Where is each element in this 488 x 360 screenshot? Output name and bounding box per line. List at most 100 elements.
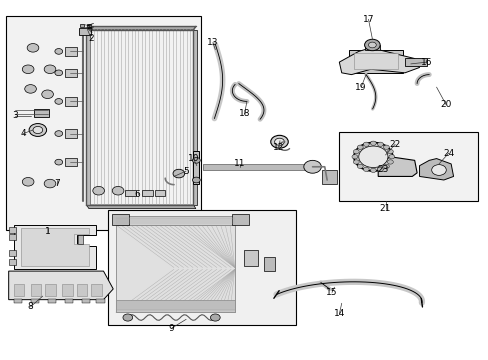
Circle shape xyxy=(377,142,383,147)
Circle shape xyxy=(363,142,368,147)
Circle shape xyxy=(55,70,62,76)
Text: 13: 13 xyxy=(207,38,218,47)
Circle shape xyxy=(364,39,379,51)
Text: 24: 24 xyxy=(442,149,453,158)
Circle shape xyxy=(27,44,39,52)
Text: 11: 11 xyxy=(233,159,245,168)
Circle shape xyxy=(368,42,375,48)
Circle shape xyxy=(358,146,387,167)
Bar xyxy=(9,234,16,240)
Circle shape xyxy=(357,145,363,149)
Bar xyxy=(9,250,16,256)
Bar xyxy=(264,257,274,271)
Bar xyxy=(244,249,258,266)
Bar xyxy=(154,190,165,196)
Text: 18: 18 xyxy=(238,109,250,118)
Circle shape xyxy=(363,167,368,171)
Bar xyxy=(116,216,234,225)
Bar xyxy=(62,284,73,296)
Bar xyxy=(203,163,312,170)
Bar xyxy=(322,170,336,184)
Polygon shape xyxy=(87,24,91,27)
Text: 2: 2 xyxy=(88,35,94,44)
Bar xyxy=(9,259,16,265)
Bar xyxy=(9,227,16,233)
Bar xyxy=(64,299,73,303)
Bar xyxy=(77,284,87,296)
Polygon shape xyxy=(419,158,453,180)
Text: 22: 22 xyxy=(389,140,400,149)
Circle shape xyxy=(55,159,62,165)
Circle shape xyxy=(386,160,392,164)
Bar xyxy=(232,214,249,225)
Text: 5: 5 xyxy=(183,167,189,176)
Polygon shape xyxy=(21,228,89,266)
Text: 6: 6 xyxy=(134,190,140,199)
Bar xyxy=(64,68,77,77)
Circle shape xyxy=(44,65,56,73)
Bar xyxy=(14,299,22,303)
Bar xyxy=(365,45,379,50)
Bar xyxy=(112,214,129,225)
Bar xyxy=(81,299,90,303)
Polygon shape xyxy=(9,271,113,300)
Circle shape xyxy=(353,143,392,171)
Polygon shape xyxy=(86,26,196,30)
Circle shape xyxy=(303,160,321,173)
Text: 23: 23 xyxy=(377,165,388,174)
Polygon shape xyxy=(193,30,197,205)
Bar xyxy=(64,158,77,166)
Bar xyxy=(78,235,83,244)
Bar xyxy=(116,300,234,312)
Circle shape xyxy=(22,177,34,186)
Circle shape xyxy=(173,169,184,178)
Text: 9: 9 xyxy=(168,324,174,333)
Bar xyxy=(64,97,77,106)
Circle shape xyxy=(33,126,42,134)
Bar xyxy=(6,16,201,230)
Text: 20: 20 xyxy=(440,100,451,109)
Circle shape xyxy=(357,164,363,168)
Polygon shape xyxy=(377,157,416,176)
Circle shape xyxy=(192,157,200,163)
Circle shape xyxy=(192,177,200,183)
Text: 14: 14 xyxy=(333,310,345,319)
Circle shape xyxy=(55,99,62,104)
Text: 21: 21 xyxy=(379,204,390,213)
Text: 8: 8 xyxy=(28,302,33,311)
Circle shape xyxy=(93,186,104,195)
Circle shape xyxy=(55,131,62,136)
Circle shape xyxy=(210,314,220,321)
Bar xyxy=(30,299,39,303)
Polygon shape xyxy=(339,48,419,75)
Polygon shape xyxy=(14,225,96,269)
Circle shape xyxy=(22,65,34,73)
Circle shape xyxy=(377,167,383,171)
Bar xyxy=(34,109,49,117)
Text: 15: 15 xyxy=(325,288,337,297)
Circle shape xyxy=(383,145,388,149)
Circle shape xyxy=(41,90,53,99)
Bar xyxy=(142,190,153,196)
Circle shape xyxy=(25,85,36,93)
Text: 17: 17 xyxy=(362,15,373,24)
Circle shape xyxy=(353,160,359,164)
Bar xyxy=(64,129,77,138)
Circle shape xyxy=(386,149,392,154)
Text: 10: 10 xyxy=(187,154,199,163)
Bar xyxy=(96,299,105,303)
Bar xyxy=(14,284,24,296)
Text: 1: 1 xyxy=(44,227,50,236)
Bar xyxy=(108,210,295,325)
Circle shape xyxy=(29,123,46,136)
Circle shape xyxy=(122,314,132,321)
Circle shape xyxy=(383,164,388,168)
Circle shape xyxy=(370,168,375,172)
Bar xyxy=(193,152,199,184)
Bar xyxy=(91,284,102,296)
Bar xyxy=(47,299,56,303)
Circle shape xyxy=(351,155,357,159)
Circle shape xyxy=(270,135,287,148)
Bar xyxy=(79,28,91,35)
Circle shape xyxy=(112,186,123,195)
